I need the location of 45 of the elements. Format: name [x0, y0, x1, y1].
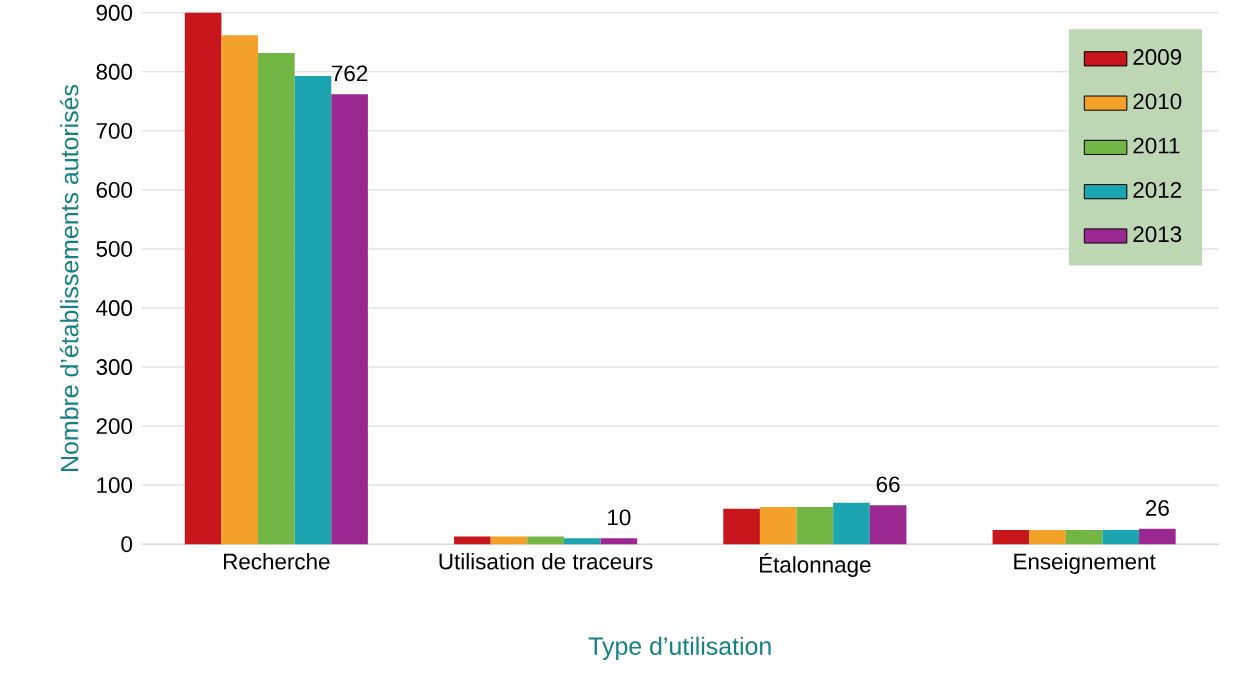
data-label: 26: [1146, 499, 1169, 516]
x-tick-label: Utilisation de traceurs: [439, 552, 653, 570]
bar: [1139, 528, 1176, 545]
bar: [184, 12, 222, 545]
bar: [1065, 529, 1103, 545]
bar: [1102, 529, 1140, 545]
data-label: 66: [876, 476, 900, 493]
y-axis-title: Nombre d’établissements autorisés: [59, 84, 79, 471]
bar: [294, 75, 332, 545]
y-tick-label: 500: [96, 240, 133, 257]
bar: [759, 506, 797, 545]
x-tick-label: Recherche: [223, 552, 330, 570]
bar: [992, 529, 1030, 545]
bar: [331, 94, 368, 545]
y-tick-label: 300: [96, 358, 133, 375]
bar: [490, 536, 528, 545]
x-axis-title: Type d’utilisation: [588, 636, 771, 660]
bar: [796, 506, 834, 545]
legend-label: 2013: [1133, 226, 1182, 242]
bar: [600, 538, 638, 545]
y-tick-label: 200: [96, 417, 133, 434]
bar: [258, 52, 295, 545]
x-tick-label: Enseignement: [1014, 552, 1156, 574]
x-tick-label: Étalonnage: [759, 552, 871, 577]
legend-label: 2010: [1133, 93, 1182, 110]
legend-label: 2009: [1133, 48, 1182, 65]
bar: [1029, 529, 1066, 545]
y-tick-label: 700: [96, 122, 133, 139]
bar: [833, 502, 870, 545]
data-label: 762: [332, 65, 368, 82]
y-tick-label: 900: [96, 4, 133, 21]
y-tick-label: 0: [121, 536, 133, 552]
y-tick-label: 800: [96, 63, 133, 80]
y-tick-label: 100: [97, 477, 133, 493]
y-tick-label: 400: [96, 299, 133, 316]
data-label: 10: [608, 509, 631, 526]
bar: [723, 508, 760, 545]
bar: [869, 505, 907, 545]
bar: [527, 536, 564, 545]
bar: [454, 536, 491, 545]
y-tick-label: 600: [96, 181, 133, 198]
bar: [221, 35, 259, 545]
bar: [563, 538, 601, 545]
legend-label: 2011: [1133, 137, 1180, 154]
legend-label: 2012: [1133, 181, 1182, 198]
